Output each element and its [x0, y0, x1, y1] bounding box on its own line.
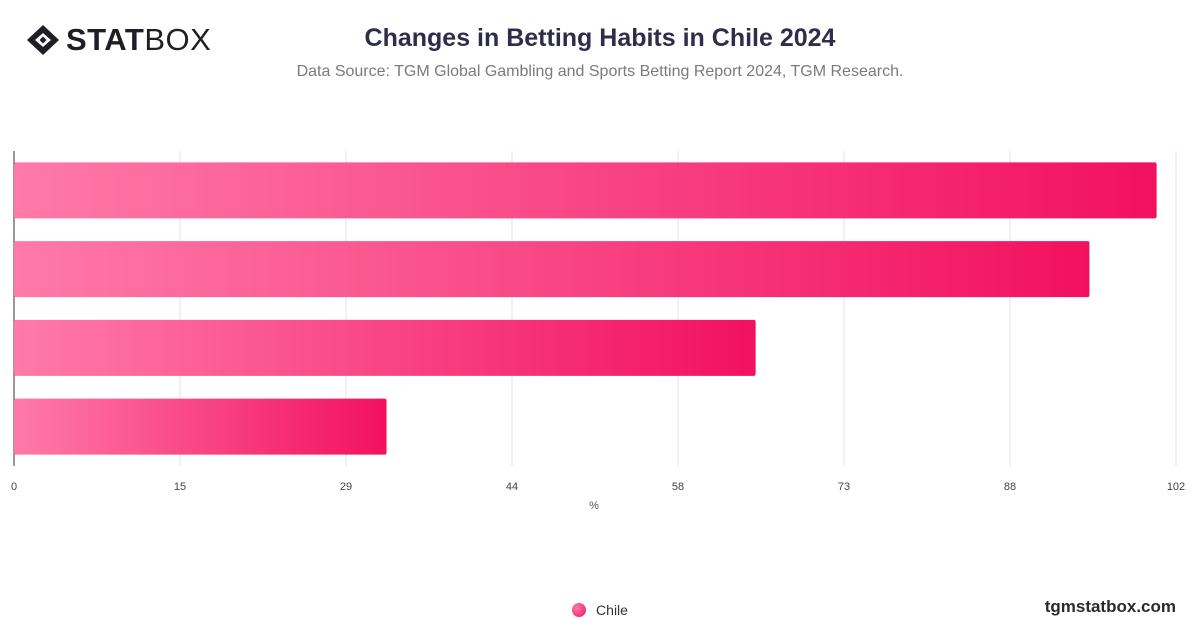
- x-tick-label: 58: [672, 481, 684, 493]
- bar[interactable]: [14, 319, 756, 376]
- chart-subtitle: Data Source: TGM Global Gambling and Spo…: [296, 63, 904, 80]
- bar[interactable]: [14, 162, 1157, 219]
- bar[interactable]: [14, 398, 387, 455]
- x-tick-label: 29: [340, 481, 352, 493]
- legend-label-chile: Chile: [596, 602, 628, 618]
- statbox-logo: STATBOX: [26, 24, 211, 56]
- chart-title: Changes in Betting Habits in Chile 2024: [364, 24, 836, 52]
- x-tick-label: 15: [174, 481, 186, 493]
- legend: Chile: [0, 602, 1200, 618]
- x-tick-label: 73: [838, 481, 850, 493]
- site-credit: tgmstatbox.com: [1044, 597, 1176, 616]
- legend-swatch: [572, 603, 587, 617]
- x-tick-label: 44: [506, 481, 518, 493]
- bars: [14, 162, 1157, 455]
- x-axis-ticks: 0 15 29 44 58 73 88 102: [11, 481, 1185, 493]
- logo-text: STATBOX: [66, 22, 212, 57]
- x-tick-label: 88: [1004, 481, 1016, 493]
- diamond-logo-icon: [27, 25, 59, 55]
- bar[interactable]: [14, 241, 1090, 298]
- x-axis-label: %: [589, 500, 599, 512]
- x-tick-label: 102: [1167, 481, 1185, 493]
- x-tick-label: 0: [11, 481, 17, 493]
